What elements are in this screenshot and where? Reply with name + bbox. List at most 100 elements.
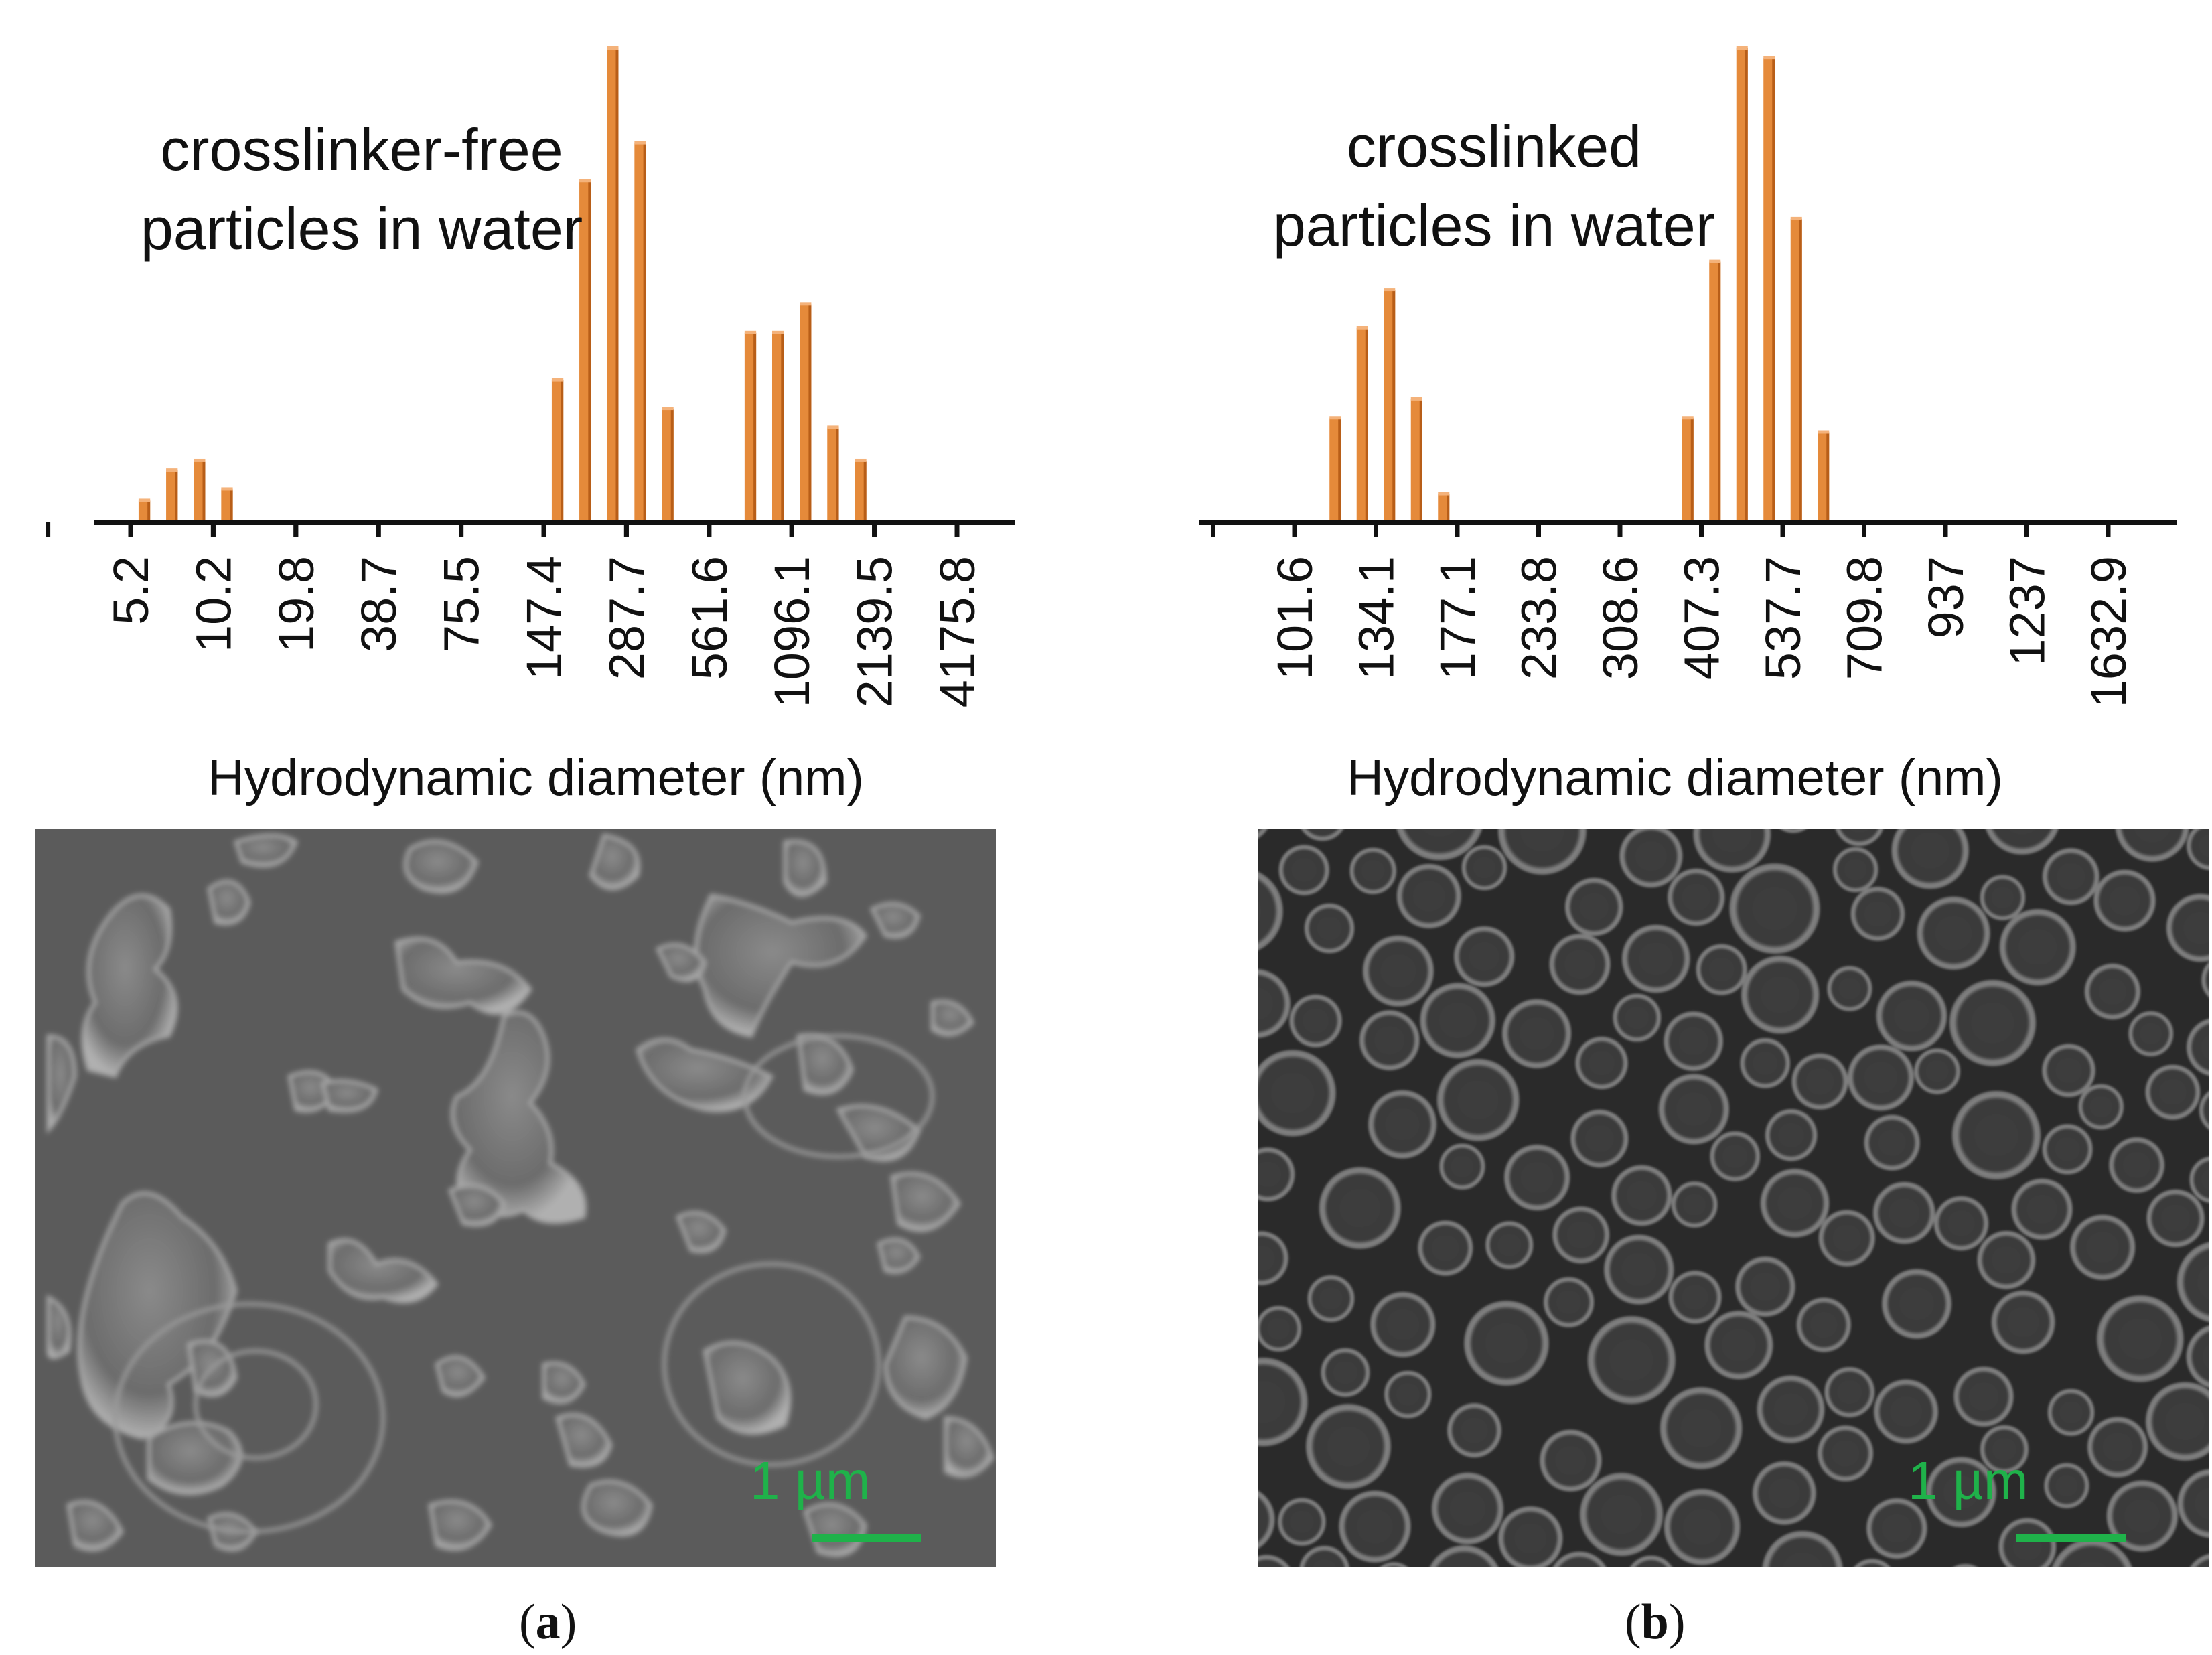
scale-bar-label-b: 1 µm xyxy=(1908,1451,2029,1510)
particle xyxy=(1704,1311,1773,1380)
particle xyxy=(2186,1018,2209,1076)
particle xyxy=(2093,869,2156,932)
particle xyxy=(1873,1181,1935,1244)
particle xyxy=(1832,847,1878,893)
bar xyxy=(1682,416,1694,522)
particle xyxy=(1359,1010,1420,1070)
panel-label-a: (a) xyxy=(519,1595,577,1650)
sem-image-b xyxy=(1258,829,2209,1567)
bar xyxy=(744,330,757,522)
particle xyxy=(2189,1156,2209,1203)
particle xyxy=(1779,829,1807,833)
bar xyxy=(166,468,178,522)
sem-micrograph-b xyxy=(1258,829,2209,1567)
x-tick-label: 5.2 xyxy=(103,556,159,625)
particle xyxy=(1891,829,1969,889)
bar xyxy=(579,179,591,522)
sem-image-a xyxy=(35,829,996,1567)
particle xyxy=(1998,1518,2057,1567)
particle xyxy=(1917,896,1990,970)
particle xyxy=(1368,1090,1437,1159)
bar xyxy=(855,458,867,522)
particle xyxy=(1299,1546,1349,1567)
x-axis-label-a: Hydrodynamic diameter (nm) xyxy=(208,749,864,806)
bar xyxy=(1709,259,1721,522)
histogram-a: 5.2 10.2 19.8 38.7 75.5 147.4 287.7 561.6 1096.1… xyxy=(46,46,1015,707)
particle xyxy=(1304,903,1355,954)
particle xyxy=(2177,1469,2209,1538)
particle xyxy=(2084,963,2141,1020)
particle xyxy=(2190,1553,2209,1567)
particle xyxy=(1953,1366,2014,1427)
particle xyxy=(1436,1058,1520,1141)
x-tick-label: 308.6 xyxy=(1593,556,1648,680)
particle xyxy=(2166,893,2209,962)
histogram-b: 101.6 134.1 177.1 233.8 308.6 407.3 537.7 709.8… xyxy=(1199,46,2177,707)
x-tick-label: 2139.5 xyxy=(847,556,903,707)
particle xyxy=(2047,1388,2095,1436)
particle xyxy=(1760,1169,1830,1238)
particle xyxy=(2146,1382,2209,1461)
bar xyxy=(800,302,812,522)
chart-title-line: particles in water xyxy=(140,196,583,262)
chart-title-line: crosslinked xyxy=(1346,113,1642,179)
particle xyxy=(1363,935,1434,1007)
particle xyxy=(2042,848,2099,906)
panel-a: 5.2 10.2 19.8 38.7 75.5 147.4 287.7 561.6 1096.1… xyxy=(35,46,1015,1650)
x-tick-label: 10.2 xyxy=(186,556,241,652)
particle xyxy=(1933,1196,1989,1251)
particle xyxy=(2177,1242,2209,1322)
scale-bar-a xyxy=(812,1534,921,1542)
bar xyxy=(1356,326,1368,522)
particle xyxy=(1818,1210,1875,1267)
x-tick-label: 19.8 xyxy=(269,556,324,652)
particle xyxy=(1629,1555,1673,1567)
x-tick-label: 1096.1 xyxy=(764,556,820,707)
bar xyxy=(1818,430,1830,522)
particle xyxy=(2078,1084,2124,1130)
x-tick-label: 38.7 xyxy=(351,556,407,652)
bar xyxy=(607,46,619,522)
particle xyxy=(1985,829,2059,855)
particle xyxy=(1429,1545,1499,1567)
particle xyxy=(2106,1480,2178,1552)
particle xyxy=(1752,1461,1816,1525)
particle xyxy=(1740,1038,1791,1088)
panel-letter: b xyxy=(1641,1595,1669,1650)
particle xyxy=(1847,1044,1915,1111)
particle xyxy=(1854,1559,1891,1567)
particle xyxy=(1882,1269,1952,1339)
particle xyxy=(1580,1473,1663,1556)
particle xyxy=(1498,829,1587,875)
particle xyxy=(1757,1375,1825,1443)
particle xyxy=(1696,944,1747,995)
particle xyxy=(1278,845,1329,895)
particle xyxy=(1349,847,1396,895)
particle xyxy=(1796,1297,1851,1352)
particle xyxy=(1850,887,1905,941)
particle xyxy=(1307,1275,1355,1322)
particle xyxy=(1498,1506,1563,1567)
particle xyxy=(1258,1555,1290,1567)
x-tick-label: 561.6 xyxy=(682,556,737,680)
particle xyxy=(2146,1189,2205,1248)
x-tick-label: 937 xyxy=(1918,556,1974,638)
particle xyxy=(1693,829,1771,873)
x-tick-label: 1237 xyxy=(2000,556,2055,666)
particle xyxy=(1977,1230,2036,1289)
x-tick-label: 101.6 xyxy=(1267,556,1323,680)
particle xyxy=(2187,829,2209,871)
particle xyxy=(1817,1425,1874,1482)
particle xyxy=(1564,877,1623,936)
particle xyxy=(1552,1206,1610,1264)
x-tick-label: 537.7 xyxy=(1755,556,1811,680)
particle xyxy=(2128,1011,2174,1056)
particle xyxy=(1613,993,1662,1042)
particle xyxy=(2070,1214,2136,1280)
particle xyxy=(1824,1367,1875,1417)
particle xyxy=(1604,1234,1674,1305)
particle xyxy=(1611,1165,1672,1226)
particle xyxy=(1827,966,1872,1011)
particle xyxy=(1664,1011,1723,1071)
x-tick-label: 75.5 xyxy=(434,556,490,652)
